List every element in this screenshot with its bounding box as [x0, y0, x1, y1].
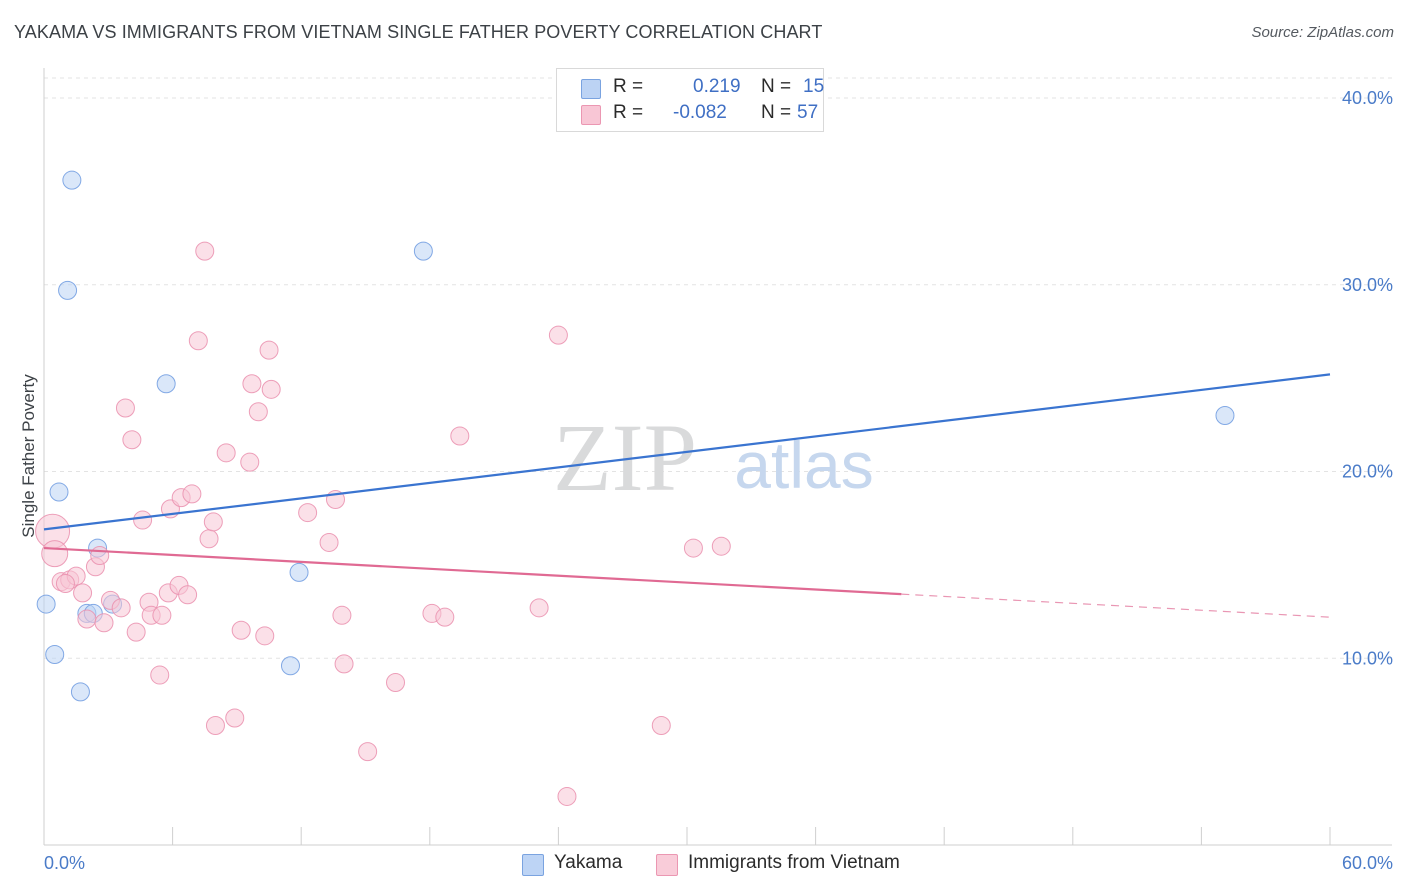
vietnam-point: [334, 654, 354, 674]
vietnam-point: [150, 665, 170, 685]
vietnam-point: [115, 398, 135, 418]
vietnam-trend-line-dashed: [901, 593, 1331, 618]
yakama-point: [289, 562, 309, 582]
vietnam-point: [188, 331, 208, 351]
vietnam-trend-line: [43, 546, 902, 596]
legend-n-value: 57: [797, 102, 819, 123]
vietnam-point: [231, 620, 251, 640]
vietnam-point: [298, 503, 318, 523]
vietnam-point: [133, 510, 153, 530]
vietnam-point: [90, 546, 110, 566]
x-tick-label: 0.0%: [44, 853, 85, 873]
vietnam-point: [55, 574, 75, 594]
chart-title: YAKAMA VS IMMIGRANTS FROM VIETNAM SINGLE…: [14, 22, 823, 42]
legend-n-value: 15: [803, 76, 825, 97]
vietnam-point: [557, 786, 577, 806]
vietnam-point: [651, 715, 671, 735]
yakama-point: [156, 374, 176, 394]
vietnam-point: [73, 583, 93, 603]
vietnam-point: [261, 379, 281, 399]
vietnam-point: [122, 430, 142, 450]
trend-lines: [43, 373, 1331, 618]
legend-n-label: N =: [761, 76, 792, 97]
yakama-point: [280, 656, 300, 676]
vietnam-point: [450, 426, 470, 446]
vietnam-point: [248, 402, 268, 422]
grid-lines: [44, 77, 1392, 659]
vietnam-point: [203, 512, 223, 532]
axes: [43, 68, 1392, 846]
vietnam-point: [332, 605, 352, 625]
vietnam-point: [182, 484, 202, 504]
vietnam-point: [435, 607, 455, 627]
vietnam-point: [386, 673, 406, 693]
vietnam-point: [225, 708, 245, 728]
vietnam-point: [711, 536, 731, 556]
vietnam-point: [255, 626, 275, 646]
y-tick-label: 10.0%: [1342, 648, 1393, 668]
legend-r-value: 0.219: [693, 76, 741, 97]
legend-r-label: R =: [613, 102, 644, 123]
legend-swatch-yakama: [581, 79, 601, 99]
x-tick-label: 60.0%: [1342, 853, 1393, 873]
legend-swatch-vietnam: [581, 105, 601, 125]
yakama-point: [49, 482, 69, 502]
vietnam-point: [529, 598, 549, 618]
vietnam-point: [319, 532, 339, 552]
legend-r-value: -0.082: [673, 102, 727, 123]
y-axis-label: Single Father Poverty: [19, 374, 38, 538]
vietnam-point: [205, 715, 225, 735]
vietnam-point: [126, 622, 146, 642]
y-tick-label: 30.0%: [1342, 275, 1393, 295]
yakama-point: [70, 682, 90, 702]
yakama-point: [62, 170, 82, 190]
yakama-point: [45, 645, 65, 665]
vietnam-point: [199, 529, 219, 549]
yakama-trend-line: [43, 373, 1331, 531]
vietnam-point: [240, 452, 260, 472]
bottom-legend-label: Yakama: [554, 852, 623, 873]
watermark-zip: ZIP: [553, 404, 697, 511]
yakama-point: [1215, 405, 1235, 425]
yakama-point: [58, 280, 78, 300]
vietnam-point: [152, 605, 172, 625]
bottom-legend-swatch-yakama: [522, 854, 544, 876]
vietnam-point: [548, 325, 568, 345]
data-points: [35, 170, 1235, 806]
vietnam-point: [94, 613, 114, 633]
vietnam-point: [242, 374, 262, 394]
legend-n-label: N =: [761, 102, 792, 123]
source-credit: Source: ZipAtlas.com: [1251, 24, 1394, 41]
legend-r-label: R =: [613, 76, 644, 97]
bottom-legend-swatch-vietnam: [656, 854, 678, 876]
vietnam-point: [178, 585, 198, 605]
vietnam-point: [683, 538, 703, 558]
vietnam-point: [358, 742, 378, 762]
vietnam-point: [77, 609, 97, 629]
watermark-atlas: atlas: [734, 428, 873, 502]
yakama-point: [36, 594, 56, 614]
y-tick-label: 40.0%: [1342, 88, 1393, 108]
bottom-legend-label: Immigrants from Vietnam: [688, 852, 900, 873]
vietnam-point: [216, 443, 236, 463]
legend: R = 0.219 N = 15 R = -0.082 N = 57: [556, 68, 824, 132]
vietnam-point: [41, 540, 69, 568]
vietnam-point: [111, 598, 131, 618]
tick-labels: 10.0% 20.0% 30.0% 40.0% 0.0% 60.0%: [44, 88, 1393, 873]
vietnam-point: [195, 241, 215, 261]
y-tick-label: 20.0%: [1342, 462, 1393, 482]
vietnam-point: [259, 340, 279, 360]
yakama-point: [413, 241, 433, 261]
